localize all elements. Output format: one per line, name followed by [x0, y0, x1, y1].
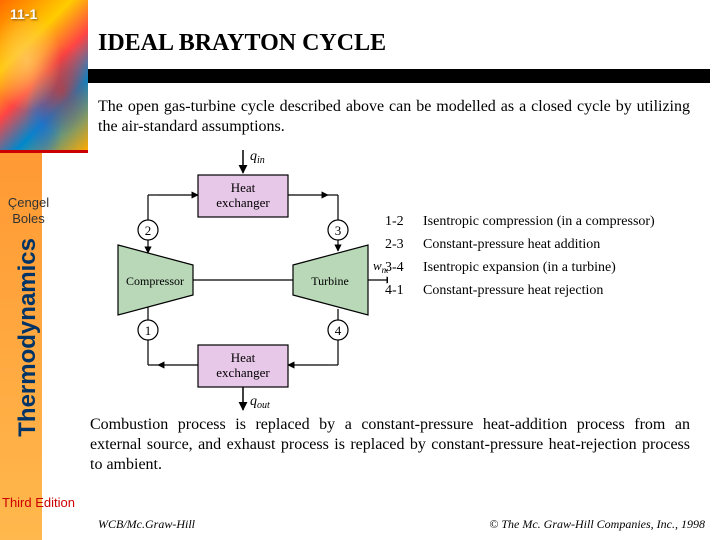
svg-text:qin: qin: [250, 149, 265, 166]
author-line2: Boles: [12, 211, 45, 226]
svg-text:1: 1: [145, 323, 152, 338]
process-legend: 1-2Isentropic compression (in a compress…: [385, 210, 655, 302]
svg-text:Turbine: Turbine: [311, 274, 349, 288]
svg-text:Heat: Heat: [231, 350, 256, 365]
footer: WCB/Mc.Graw-Hill © The Mc. Graw-Hill Com…: [98, 517, 705, 532]
title-underline: [88, 69, 710, 83]
svg-text:2: 2: [145, 223, 152, 238]
svg-text:4: 4: [335, 323, 342, 338]
legend-text: Isentropic expansion (in a turbine): [423, 256, 616, 279]
paragraph-1: The open gas-turbine cycle described abo…: [98, 97, 690, 137]
legend-num: 3-4: [385, 256, 423, 279]
svg-text:Compressor: Compressor: [126, 274, 184, 288]
svg-text:Heat: Heat: [231, 180, 256, 195]
sidebar: 11-1 Çengel Boles Thermodynamics Third E…: [0, 0, 88, 540]
footer-copyright: © The Mc. Graw-Hill Companies, Inc., 199…: [489, 517, 705, 532]
book-title: Thermodynamics: [14, 238, 42, 437]
legend-row: 2-3Constant-pressure heat addition: [385, 233, 655, 256]
legend-row: 4-1Constant-pressure heat rejection: [385, 279, 655, 302]
slide-title: IDEAL BRAYTON CYCLE: [98, 30, 710, 57]
legend-num: 1-2: [385, 210, 423, 233]
legend-text: Constant-pressure heat rejection: [423, 279, 603, 302]
balloon-image: [0, 0, 88, 150]
legend-num: 2-3: [385, 233, 423, 256]
footer-publisher: WCB/Mc.Graw-Hill: [98, 517, 195, 532]
paragraph-2: Combustion process is replaced by a cons…: [90, 415, 690, 475]
authors: Çengel Boles: [6, 195, 51, 226]
balloon-overlay: [0, 0, 88, 150]
edition-label: Third Edition: [2, 495, 75, 510]
svg-text:exchanger: exchanger: [216, 195, 270, 210]
legend-row: 1-2Isentropic compression (in a compress…: [385, 210, 655, 233]
legend-text: Isentropic compression (in a compressor): [423, 210, 655, 233]
legend-num: 4-1: [385, 279, 423, 302]
author-line1: Çengel: [8, 195, 49, 210]
svg-text:exchanger: exchanger: [216, 365, 270, 380]
svg-text:3: 3: [335, 223, 342, 238]
legend-row: 3-4Isentropic expansion (in a turbine): [385, 256, 655, 279]
cycle-diagram: qin Heat exchanger 2 3 Compressor Turb: [98, 145, 388, 415]
svg-text:qout: qout: [250, 394, 270, 411]
page-number: 11-1: [10, 6, 37, 22]
legend-text: Constant-pressure heat addition: [423, 233, 600, 256]
